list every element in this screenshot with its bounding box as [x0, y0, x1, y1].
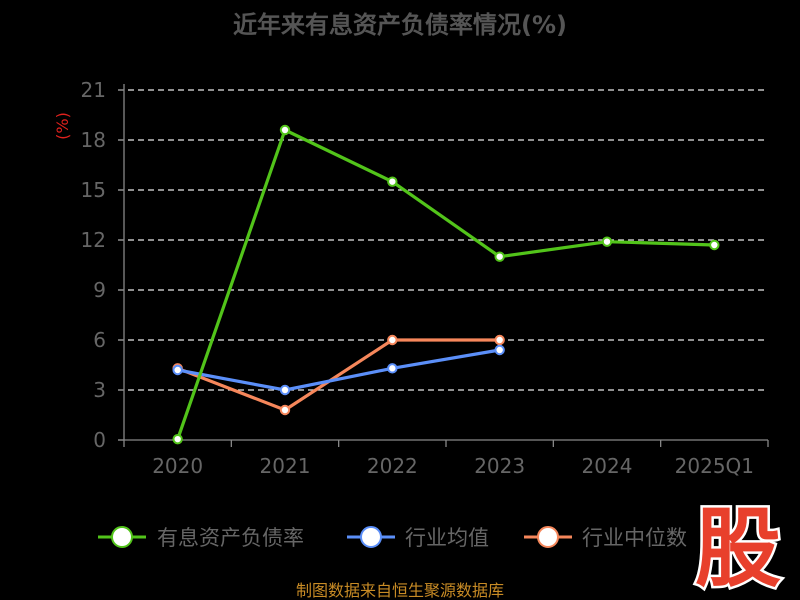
- data-point: [279, 124, 291, 136]
- logo-char: 股: [695, 499, 781, 599]
- data-point: [494, 334, 505, 346]
- x-tick-label: 2022: [367, 454, 418, 478]
- legend-marker: [537, 526, 559, 548]
- x-tick-label: 2021: [260, 454, 311, 478]
- legend-item[interactable]: 行业中位数: [524, 526, 687, 550]
- legend-item[interactable]: 有息资产负债率: [98, 526, 304, 550]
- series-line: [176, 128, 716, 441]
- series-0: [172, 124, 720, 445]
- y-tick-label: 15: [81, 178, 106, 202]
- x-tick-label: 2025Q1: [675, 454, 754, 478]
- data-point: [172, 433, 183, 445]
- series-2: [172, 334, 505, 416]
- data-point: [172, 364, 183, 376]
- legend-label: 行业中位数: [582, 526, 687, 550]
- brand-logo: 股: [693, 497, 784, 600]
- legend-marker: [360, 526, 382, 548]
- data-point: [709, 239, 720, 251]
- y-axis-unit: (%): [53, 112, 72, 140]
- legend-label: 有息资产负债率: [157, 526, 304, 550]
- data-point: [279, 384, 291, 396]
- data-point: [494, 251, 505, 262]
- data-point: [601, 236, 613, 247]
- y-tick-label: 9: [93, 278, 106, 302]
- series: [172, 124, 720, 445]
- series-line: [176, 348, 502, 392]
- data-point: [387, 334, 398, 346]
- data-point: [494, 344, 505, 356]
- series-1: [172, 344, 505, 396]
- axes: 0 3 6 9 12 15 18 21 2020 2021 2022 2023 2024 2025Q1: [81, 78, 769, 478]
- y-tick-label: 3: [93, 378, 106, 402]
- data-point: [279, 404, 291, 416]
- data-point: [387, 176, 398, 187]
- x-tick-label: 2020: [152, 454, 203, 478]
- x-tick-label: 2024: [582, 454, 633, 478]
- x-tick-label: 2023: [474, 454, 525, 478]
- data-point: [387, 363, 398, 374]
- legend-marker: [111, 526, 133, 548]
- y-tick-label: 21: [81, 78, 106, 102]
- legend: 有息资产负债率 行业均值 行业中位数: [98, 526, 687, 550]
- source-note: 制图数据来自恒生聚源数据库: [296, 581, 504, 600]
- legend-item[interactable]: 行业均值: [347, 526, 489, 550]
- grid: [118, 89, 768, 391]
- y-tick-label: 6: [93, 328, 106, 352]
- chart-title: 近年来有息资产负债率情况(%): [233, 11, 567, 39]
- y-tick-label: 18: [81, 128, 106, 152]
- y-tick-label: 0: [93, 428, 106, 452]
- y-tick-label: 12: [81, 228, 106, 252]
- legend-label: 行业均值: [405, 526, 489, 550]
- series-line: [176, 338, 502, 412]
